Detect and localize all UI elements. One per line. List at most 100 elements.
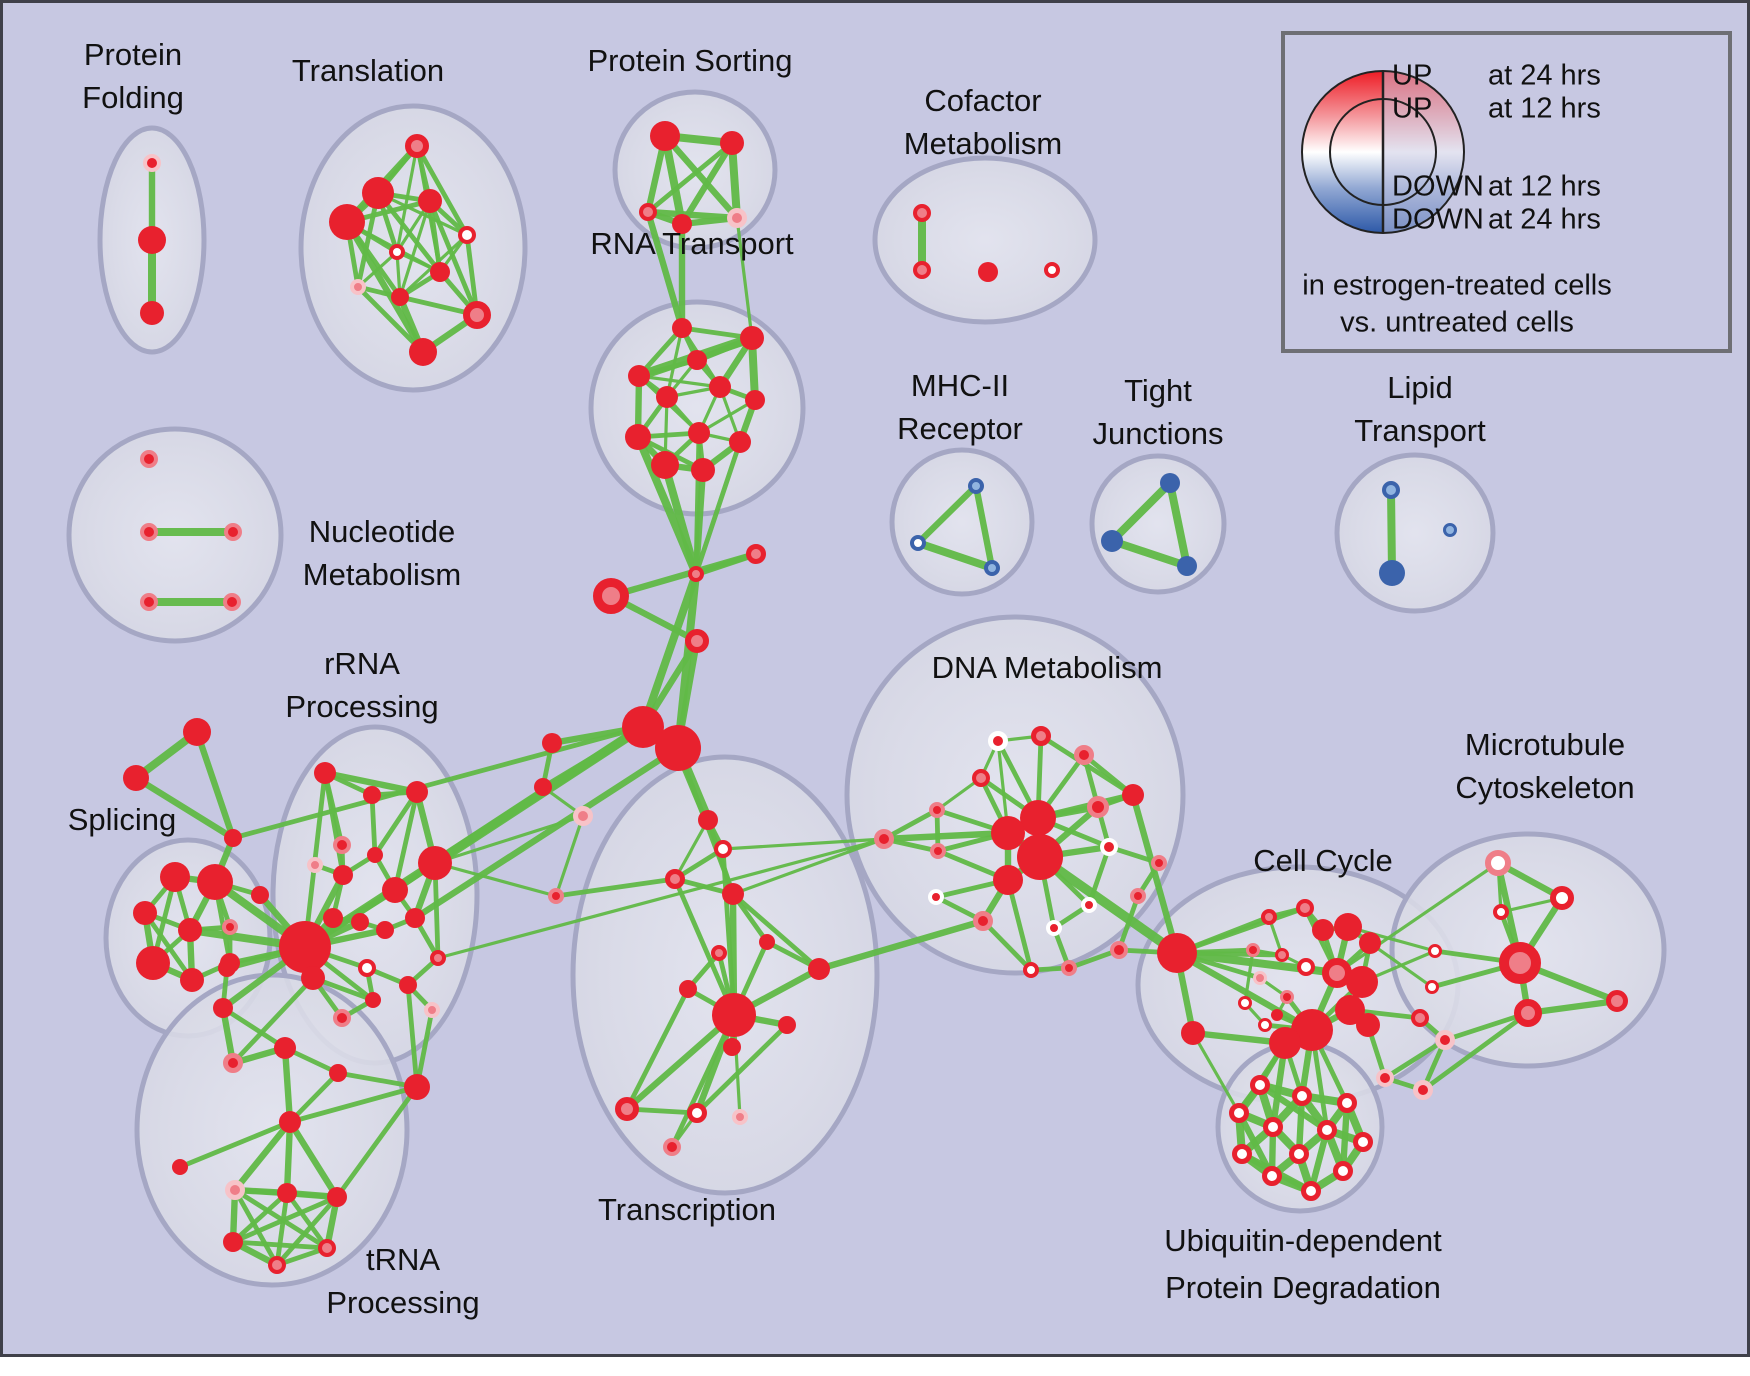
edge-m8-m10 — [1442, 1010, 1531, 1043]
gene-node-u3 — [1337, 1093, 1357, 1113]
edge-k5-k7 — [231, 1118, 294, 1194]
edge-k10-k11 — [230, 1239, 330, 1251]
gene-node-g10 — [323, 908, 343, 928]
gene-node-m8 — [1514, 999, 1542, 1027]
gene-node-d7 — [1020, 800, 1056, 836]
gene-node-u12 — [1301, 1181, 1321, 1201]
edge-t1-t5 — [414, 143, 470, 238]
gene-node-c4 — [1334, 913, 1362, 941]
edge-c9-m1 — [1335, 861, 1500, 975]
gene-node-f2 — [913, 261, 931, 279]
gene-node-ps4 — [672, 214, 692, 234]
gene-node-j2 — [593, 578, 629, 614]
gene-node-c7 — [1275, 948, 1289, 962]
gene-node-d5 — [929, 802, 945, 818]
edge-ps2-ps5 — [728, 139, 741, 222]
gene-node-n1 — [698, 810, 718, 830]
gene-node-t6 — [389, 244, 405, 260]
cluster-label-rrna-processing-line1: rRNA — [324, 646, 400, 681]
gene-node-g11 — [351, 913, 369, 931]
gene-node-j0 — [746, 544, 766, 564]
edge-ps5-rt2 — [735, 216, 754, 340]
gene-node-k9 — [327, 1187, 347, 1207]
edge-k4-k5 — [287, 1084, 420, 1125]
gene-node-x1 — [183, 718, 211, 746]
gene-node-z1 — [542, 733, 562, 753]
cluster-label-microtubule-cytoskeleton-line1: Microtubule — [1465, 727, 1625, 762]
edge-k8-k12 — [274, 1190, 290, 1268]
gene-node-ps5 — [727, 208, 747, 228]
edge-t3-t9 — [398, 199, 432, 299]
gene-node-n13 — [687, 1103, 707, 1123]
gene-node-t8 — [350, 279, 366, 295]
edge-d10-d21 — [1005, 877, 1034, 973]
gene-node-rt3 — [687, 350, 707, 370]
gene-node-rt6 — [656, 386, 678, 408]
gene-node-d19 — [1046, 920, 1062, 936]
edge-ps2-ps3 — [645, 140, 735, 215]
legend-direction-3: DOWN — [1392, 171, 1484, 203]
edge-d8-cc0 — [1035, 852, 1182, 958]
edge-k4-k9 — [334, 1084, 420, 1200]
legend-note-line2: vs. untreated cells — [1340, 307, 1574, 339]
cluster-region-mhc-ii-receptor — [889, 447, 1035, 597]
edge-k5-k6 — [177, 1119, 293, 1170]
gene-node-x2 — [123, 765, 149, 791]
gene-node-e3 — [224, 523, 242, 541]
gene-node-m9 — [1411, 1009, 1429, 1027]
gene-node-g7 — [367, 847, 383, 863]
gene-node-s4 — [178, 918, 202, 942]
edge-k5-k8 — [283, 1118, 294, 1197]
gene-node-u6 — [1317, 1120, 1337, 1140]
edge-t8-t11 — [355, 284, 426, 355]
gene-node-n12 — [615, 1097, 639, 1121]
gene-node-u9 — [1289, 1144, 1309, 1164]
legend-time-4: at 24 hrs — [1488, 204, 1601, 236]
gene-node-n3 — [665, 869, 685, 889]
cluster-label-cell-cycle: Cell Cycle — [1253, 843, 1393, 878]
edge-w2-w3 — [1108, 537, 1191, 570]
gene-node-d17 — [928, 889, 944, 905]
gene-node-ps2 — [720, 131, 744, 155]
edge-d12-cc0 — [1129, 791, 1181, 957]
edge-t3-t10 — [427, 198, 480, 318]
bottom-margin — [0, 1356, 1750, 1376]
legend-direction-2: UP — [1392, 93, 1432, 125]
cluster-label-splicing: Splicing — [68, 802, 177, 837]
edge-x1-x3 — [193, 728, 237, 842]
gene-node-l2 — [1443, 523, 1457, 537]
gene-node-g15 — [430, 950, 446, 966]
gene-node-d18 — [973, 911, 993, 931]
gene-node-d4 — [972, 769, 990, 787]
cluster-label-rrna-processing-line2: Processing — [285, 689, 438, 724]
gene-node-z2 — [534, 778, 552, 796]
gene-node-k5 — [279, 1111, 301, 1133]
cluster-label-nucleotide-metabolism-line2: Metabolism — [303, 557, 462, 592]
gene-node-e5 — [223, 593, 241, 611]
gene-node-n15 — [663, 1138, 681, 1156]
gene-node-g18 — [424, 1002, 440, 1018]
edge-ps3-rt1 — [644, 208, 686, 332]
edge-g21-k2 — [220, 1005, 288, 1051]
gene-node-rt10 — [729, 431, 751, 453]
gene-node-g21 — [213, 998, 233, 1018]
gene-node-m1 — [1485, 850, 1511, 876]
edge-k8-k10 — [230, 1190, 290, 1245]
gene-node-q3 — [984, 560, 1000, 576]
edge-k3-k4 — [335, 1070, 420, 1090]
cluster-label-ubiquitin-degradation-line1: Ubiquitin-dependent — [1164, 1223, 1442, 1258]
cluster-region-lipid-transport — [1334, 452, 1496, 614]
edge-n4-d0 — [731, 837, 886, 896]
gene-node-e1 — [140, 450, 158, 468]
gene-node-e4 — [140, 593, 158, 611]
cluster-label-mhc-ii-receptor-line1: MHC-II — [911, 368, 1009, 403]
gene-node-c8 — [1297, 958, 1315, 976]
edge-cc0-c17 — [1173, 949, 1316, 1034]
gene-node-k2 — [274, 1037, 296, 1059]
edge-w1-w2 — [1108, 479, 1174, 545]
legend-circle-right-fade — [1383, 71, 1464, 233]
gene-node-q2 — [910, 535, 926, 551]
gene-node-k4 — [404, 1074, 430, 1100]
